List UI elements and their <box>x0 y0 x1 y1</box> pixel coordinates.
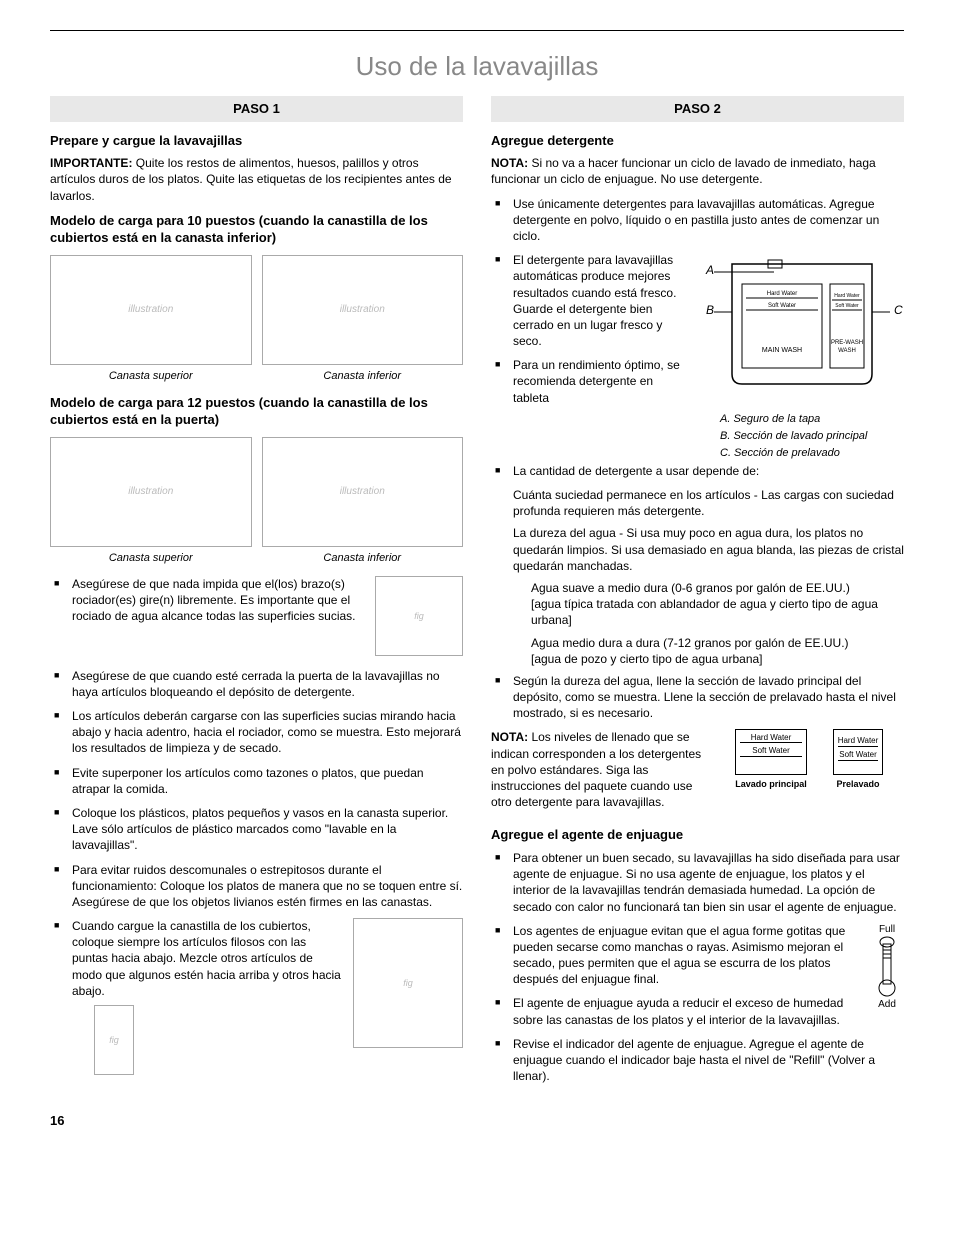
columns: PASO 1 Prepare y cargue la lavavajillas … <box>50 96 904 1092</box>
nota-text: Si no va a hacer funcionar un ciclo de l… <box>491 156 876 186</box>
nota-label: NOTA: <box>491 156 528 170</box>
list-item: La cantidad de detergente a usar depende… <box>491 463 904 479</box>
legend-c: C. Sección de prelavado <box>720 446 904 461</box>
bullet-text: El agente de enjuague ayuda a reducir el… <box>513 996 843 1026</box>
left-h1: Prepare y cargue la lavavajillas <box>50 132 463 150</box>
fill-main-box: Hard Water Soft Water <box>735 729 807 775</box>
silverware-basket-icon: fig <box>353 918 463 1048</box>
model10-figs: illustration illustration <box>50 255 463 365</box>
fill-level-diagram: Hard Water Soft Water Lavado principal H… <box>714 729 904 790</box>
svg-text:Hard Water: Hard Water <box>767 291 797 297</box>
legend-b: B. Sección de lavado principal <box>720 429 904 444</box>
svg-text:Soft Water: Soft Water <box>768 303 796 309</box>
bullet-text: La cantidad de detergente a usar depende… <box>513 464 759 478</box>
page-number: 16 <box>50 1112 904 1130</box>
list-item: fig Cuando cargue la canastilla de los c… <box>50 918 463 1075</box>
important-para: IMPORTANTE: Quite los restos de alimento… <box>50 155 463 204</box>
model10-head: Modelo de carga para 10 puestos (cuando … <box>50 212 463 247</box>
fig-upper-rack-12: illustration <box>50 437 252 547</box>
depends-p1: Cuánta suciedad permanece en los artícul… <box>513 487 904 519</box>
list-item: Para un rendimiento óptimo, se recomiend… <box>491 357 904 406</box>
fig-lower-rack-12: illustration <box>262 437 464 547</box>
svg-text:MAIN WASH: MAIN WASH <box>762 347 802 354</box>
bullet-text: Use únicamente detergentes para lavavaji… <box>513 197 879 243</box>
nota-para: NOTA: Si no va a hacer funcionar un cicl… <box>491 155 904 187</box>
list-item: Asegúrese de que cuando esté cerrada la … <box>50 668 463 700</box>
label-B: B <box>706 303 714 317</box>
model12-head: Modelo de carga para 12 puestos (cuando … <box>50 394 463 429</box>
depends-s2: Agua medio dura a dura (7-12 granos por … <box>531 635 904 667</box>
list-item: Evite superponer los artículos como tazo… <box>50 765 463 797</box>
right-bullets-b: Según la dureza del agua, llene la secci… <box>491 673 904 722</box>
utensil-down-icon: fig <box>94 1005 134 1075</box>
bullet-text: Cuando cargue la canastilla de los cubie… <box>72 919 341 998</box>
bullet-text: Para un rendimiento óptimo, se recomiend… <box>513 358 680 404</box>
svg-text:WASH: WASH <box>838 348 856 354</box>
list-item: Use únicamente detergentes para lavavaji… <box>491 196 904 245</box>
depends-p2: La dureza del agua - Si usa muy poco en … <box>513 525 904 574</box>
caption-upper-10: Canasta superior <box>50 369 252 384</box>
right-bullets-a: Use únicamente detergentes para lavavaji… <box>491 196 904 479</box>
list-item: A B C Hard Water <box>491 252 904 349</box>
model12-figs: illustration illustration <box>50 437 463 547</box>
svg-text:Hard Water: Hard Water <box>834 293 860 299</box>
bullet-text: Evite superponer los artículos como tazo… <box>72 766 424 796</box>
caption-upper-12: Canasta superior <box>50 551 252 566</box>
bullet-text: Coloque los plásticos, platos pequeños y… <box>72 806 448 852</box>
fig-lower-rack-10: illustration <box>262 255 464 365</box>
svg-text:Soft Water: Soft Water <box>835 303 859 309</box>
fig-upper-rack-10: illustration <box>50 255 252 365</box>
rinse-full-label: Full <box>879 924 895 935</box>
left-bullets: fig Asegúrese de que nada impida que el(… <box>50 576 463 1075</box>
legend-a: A. Seguro de la tapa <box>720 412 904 427</box>
list-item: Según la dureza del agua, llene la secci… <box>491 673 904 722</box>
list-item: Coloque los plásticos, platos pequeños y… <box>50 805 463 854</box>
list-item: Full Add Los agentes de enjuague evitan … <box>491 923 904 988</box>
right-h2: Agregue el agente de enjuague <box>491 826 904 844</box>
step2-header: PASO 2 <box>491 96 904 122</box>
bullet-text: Revise el indicador del agente de enjuag… <box>513 1037 875 1083</box>
fill-pre-box: Hard Water Soft Water <box>833 729 883 775</box>
left-column: PASO 1 Prepare y cargue la lavavajillas … <box>50 96 463 1092</box>
list-item: El agente de enjuague ayuda a reducir el… <box>491 995 904 1027</box>
list-item: fig Asegúrese de que nada impida que el(… <box>50 576 463 660</box>
important-label: IMPORTANTE: <box>50 156 132 170</box>
rinse-bullets: Para obtener un buen secado, su lavavaji… <box>491 850 904 1084</box>
bullet-text: Para evitar ruidos descomunales o estrep… <box>72 863 462 909</box>
bullet-text: Según la dureza del agua, llene la secci… <box>513 674 896 720</box>
bullet-text: El detergente para lavavajillas automáti… <box>513 253 676 348</box>
label-C: C <box>894 303 903 317</box>
list-item: Para evitar ruidos descomunales o estrep… <box>50 862 463 911</box>
caption-lower-10: Canasta inferior <box>262 369 464 384</box>
dispenser-legend: A. Seguro de la tapa B. Sección de lavad… <box>694 412 904 461</box>
page-title: Uso de la lavavajillas <box>50 49 904 84</box>
fill-pre-caption: Prelavado <box>833 778 883 790</box>
caption-lower-12: Canasta inferior <box>262 551 464 566</box>
bullet-text: Asegúrese de que cuando esté cerrada la … <box>72 669 440 699</box>
list-item: Revise el indicador del agente de enjuag… <box>491 1036 904 1085</box>
depends-block: Cuánta suciedad permanece en los artícul… <box>513 487 904 667</box>
bullet-text: Para obtener un buen secado, su lavavaji… <box>513 851 900 914</box>
nota2-label: NOTA: <box>491 730 528 744</box>
depends-s1: Agua suave a medio dura (0-6 granos por … <box>531 580 904 629</box>
bullet-text: Los artículos deberán cargarse con las s… <box>72 709 461 755</box>
label-A: A <box>705 263 714 277</box>
bullet-text: Los agentes de enjuague evitan que el ag… <box>513 924 845 987</box>
right-h1: Agregue detergente <box>491 132 904 150</box>
top-rule <box>50 30 904 31</box>
bullet-text: Asegúrese de que nada impida que el(los)… <box>72 577 356 623</box>
svg-text:PRE-WASH: PRE-WASH <box>831 340 863 346</box>
list-item: Para obtener un buen secado, su lavavaji… <box>491 850 904 915</box>
right-column: PASO 2 Agregue detergente NOTA: Si no va… <box>491 96 904 1092</box>
fill-main-caption: Lavado principal <box>735 778 807 790</box>
spray-arm-icon: fig <box>375 576 463 656</box>
step1-header: PASO 1 <box>50 96 463 122</box>
model10-captions: Canasta superior Canasta inferior <box>50 369 463 384</box>
list-item: Los artículos deberán cargarse con las s… <box>50 708 463 757</box>
model12-captions: Canasta superior Canasta inferior <box>50 551 463 566</box>
